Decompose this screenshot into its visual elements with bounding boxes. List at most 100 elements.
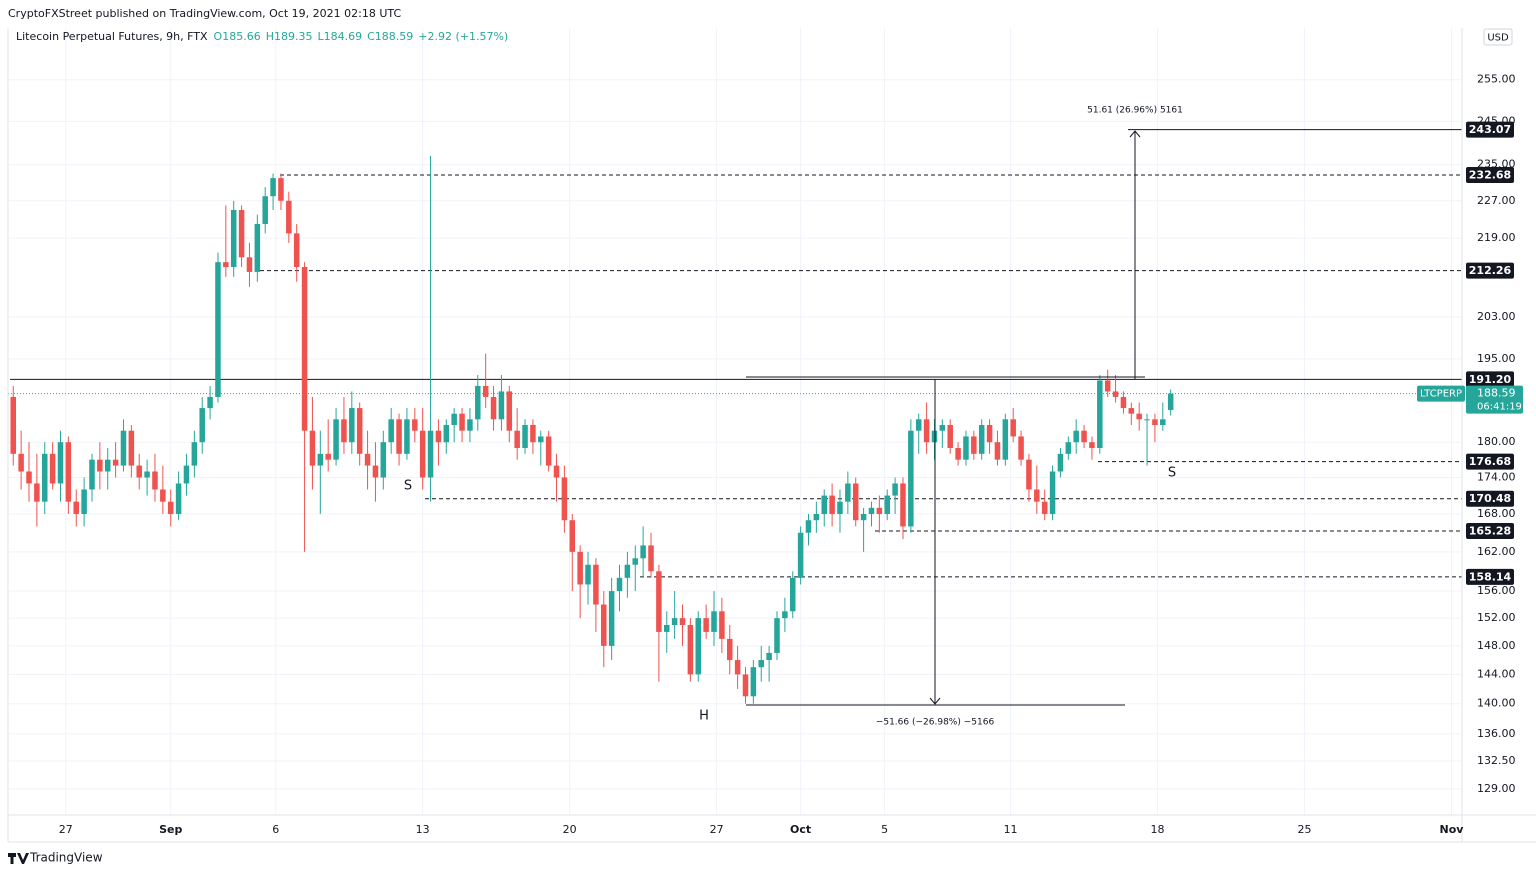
candle-body — [797, 532, 804, 578]
candle-body — [514, 430, 520, 448]
candle-body — [65, 442, 72, 502]
candle-body — [577, 551, 583, 585]
candle-body — [601, 604, 607, 646]
candle-body — [978, 424, 985, 454]
candle-body — [1128, 408, 1135, 414]
candle-body — [506, 391, 513, 431]
candle-body — [648, 545, 654, 572]
logo-icon[interactable] — [8, 853, 29, 864]
candle-body — [963, 436, 969, 460]
candle-body — [852, 483, 859, 521]
candle-body — [837, 501, 843, 514]
candle-body — [1057, 453, 1064, 472]
candle-body — [923, 419, 930, 443]
candle-body — [1073, 430, 1079, 443]
candle-body — [459, 413, 465, 431]
logo-text[interactable]: TradingView — [29, 851, 103, 865]
y-tick-label: 152.00 — [1477, 611, 1516, 624]
candle-body — [1081, 430, 1087, 443]
candle-body — [136, 465, 142, 478]
candle-body — [254, 223, 261, 272]
y-tick-label: 203.00 — [1477, 310, 1516, 323]
candle-body — [286, 200, 292, 234]
candle-body — [128, 430, 135, 466]
candle-body — [1026, 459, 1032, 490]
candle-body — [679, 618, 686, 626]
candle-body — [726, 638, 733, 661]
x-tick-label: 27 — [710, 823, 724, 836]
candle-body — [845, 483, 851, 502]
candle-body — [971, 436, 977, 454]
ohlc-value: L184.69 — [317, 30, 362, 43]
candle-body — [451, 413, 457, 425]
level-label-box — [1466, 167, 1514, 184]
arrow-head — [1129, 130, 1141, 138]
candle-body — [1010, 419, 1016, 437]
annotation: 51.61 (26.96%) 5161 — [1087, 106, 1183, 116]
y-tick-label: 132.50 — [1477, 754, 1516, 767]
candle-body — [301, 267, 308, 431]
level-label-box — [1466, 490, 1514, 507]
candle-body — [41, 453, 48, 502]
candle-body — [215, 262, 221, 397]
ohlc-value: +2.92 (+1.57%) — [418, 30, 508, 43]
candle-body — [860, 513, 867, 521]
candle-body — [97, 459, 103, 472]
candle-body — [695, 618, 702, 675]
candle-body — [10, 396, 17, 454]
y-tick-label: 136.00 — [1477, 727, 1516, 740]
candle-body — [317, 453, 324, 466]
candle-body — [325, 453, 331, 460]
candle-body — [561, 477, 568, 521]
candle-body — [309, 430, 316, 466]
candle-body — [1002, 419, 1009, 460]
candle-body — [593, 564, 599, 605]
candle-body — [522, 424, 528, 448]
chart-title: Litecoin Perpetual Futures, 9h, FTX — [16, 30, 208, 43]
candle-body — [538, 436, 544, 443]
measure-tools — [746, 130, 1145, 706]
candle-body — [1120, 396, 1127, 409]
footer-logo[interactable]: TradingView — [8, 851, 103, 865]
candle-body — [1136, 413, 1142, 420]
currency[interactable]: USD — [1487, 33, 1509, 44]
y-tick-label: 174.00 — [1477, 470, 1516, 483]
y-tick-label: 140.00 — [1477, 697, 1516, 710]
candle-body — [758, 660, 765, 668]
level-label: 158.14 — [1469, 570, 1512, 583]
level-label: 176.68 — [1469, 455, 1511, 468]
candle-body — [207, 396, 213, 409]
ohlc-value: O185.66 — [214, 30, 261, 43]
candle-body — [333, 419, 339, 460]
candle-body — [892, 483, 898, 496]
candle-body — [364, 453, 371, 466]
x-tick-label: 13 — [416, 823, 430, 836]
x-tick-label: Oct — [790, 823, 811, 836]
currency-box[interactable] — [1483, 28, 1513, 46]
candle-body — [1167, 393, 1174, 410]
candle-body — [947, 424, 953, 448]
candle-body — [939, 424, 946, 431]
candle-body — [656, 571, 662, 632]
level-label-box — [1466, 568, 1514, 585]
candle-body — [341, 419, 347, 443]
ohlc-value: C188.59 — [367, 30, 413, 43]
candle-body — [183, 465, 190, 484]
y-tick-label: 180.00 — [1477, 435, 1516, 448]
candle-body — [152, 471, 158, 490]
level-label: 165.28 — [1469, 524, 1511, 537]
x-tick-label: 25 — [1298, 823, 1312, 836]
candle-body — [766, 652, 772, 661]
level-label-box — [1466, 522, 1514, 539]
level-label-box — [1466, 121, 1514, 138]
candle-body — [120, 430, 127, 466]
candle-body — [1160, 419, 1166, 425]
x-tick-label: Nov — [1440, 823, 1465, 836]
level-label-box — [1466, 453, 1514, 470]
candle-body — [900, 483, 906, 527]
candle-body — [81, 489, 87, 514]
candle-body — [1041, 501, 1048, 514]
candle-body — [1097, 380, 1103, 448]
candle-body — [1049, 471, 1056, 514]
